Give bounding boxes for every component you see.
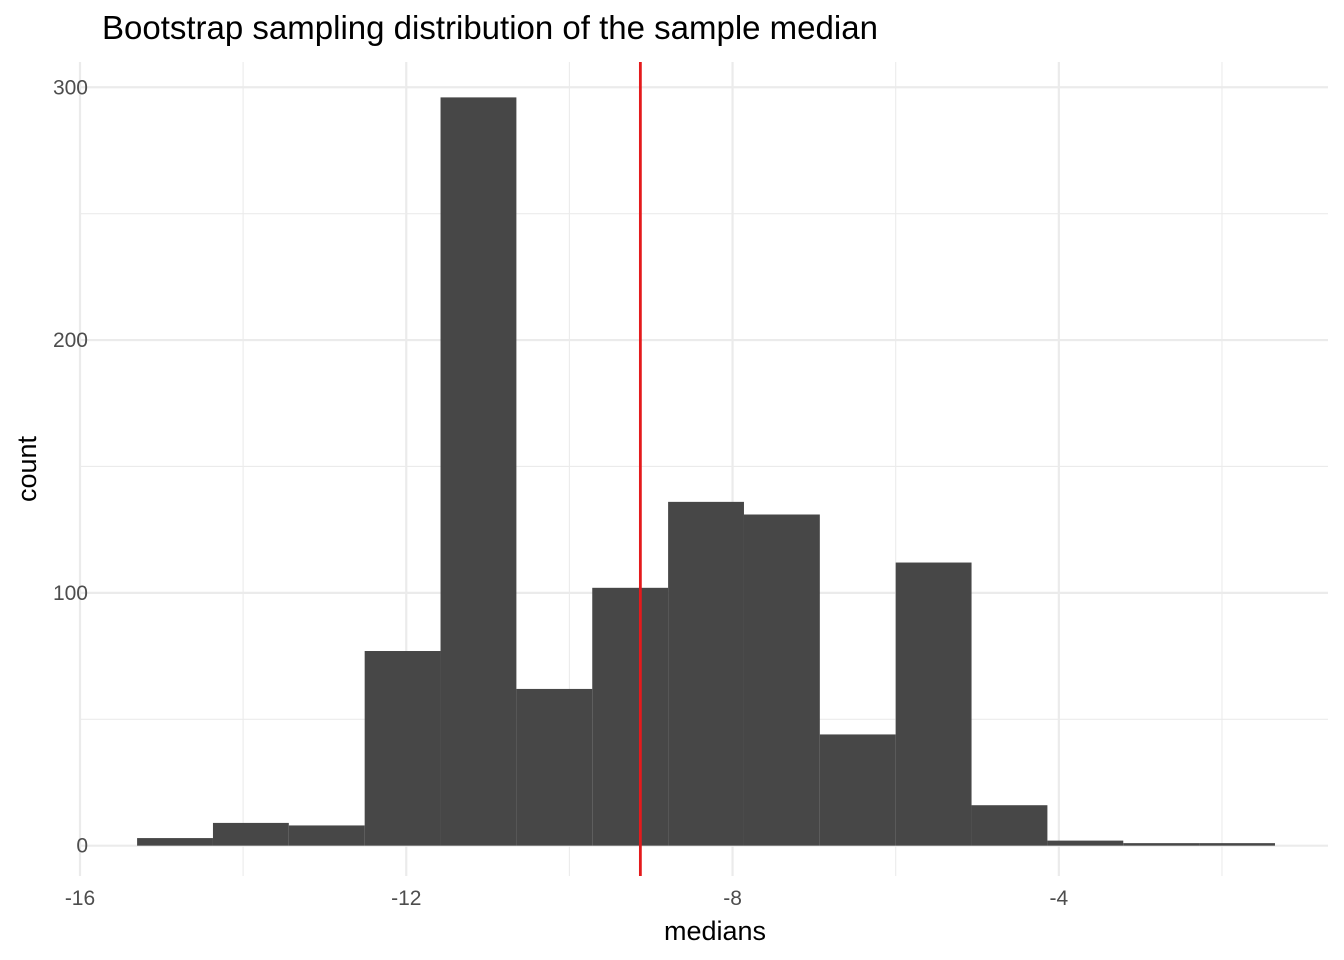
histogram-bar: [364, 651, 441, 846]
x-tick-label: -16: [65, 887, 95, 910]
histogram-bar: [592, 587, 669, 846]
histogram-bar: [440, 97, 517, 846]
histogram-bars: [137, 97, 1275, 846]
y-axis-title: count: [12, 435, 42, 502]
x-axis-tick-labels: -16 -12 -8 -4: [65, 887, 1069, 910]
histogram-bar: [895, 562, 972, 846]
histogram-bar: [516, 688, 593, 846]
histogram-bar: [288, 825, 365, 846]
x-tick-label: -12: [391, 887, 421, 910]
x-tick-label: -8: [723, 887, 742, 910]
y-axis-tick-labels: 0 100 200 300: [53, 76, 88, 857]
histogram-bar: [1047, 840, 1124, 846]
histogram-bar: [819, 734, 896, 846]
histogram-bar: [743, 514, 820, 846]
x-tick-label: -4: [1049, 887, 1068, 910]
y-tick-label: 300: [53, 76, 88, 99]
histogram-bar: [971, 805, 1048, 846]
histogram-bar: [212, 822, 289, 846]
y-tick-label: 0: [76, 835, 88, 858]
x-axis-title: medians: [664, 916, 766, 946]
histogram-bar: [668, 501, 744, 846]
histogram-bar: [1199, 843, 1275, 846]
y-tick-label: 200: [53, 329, 88, 352]
chart-title: Bootstrap sampling distribution of the s…: [102, 9, 878, 46]
histogram-bar: [1123, 843, 1200, 846]
y-tick-label: 100: [53, 582, 88, 605]
histogram-bar: [137, 838, 213, 846]
